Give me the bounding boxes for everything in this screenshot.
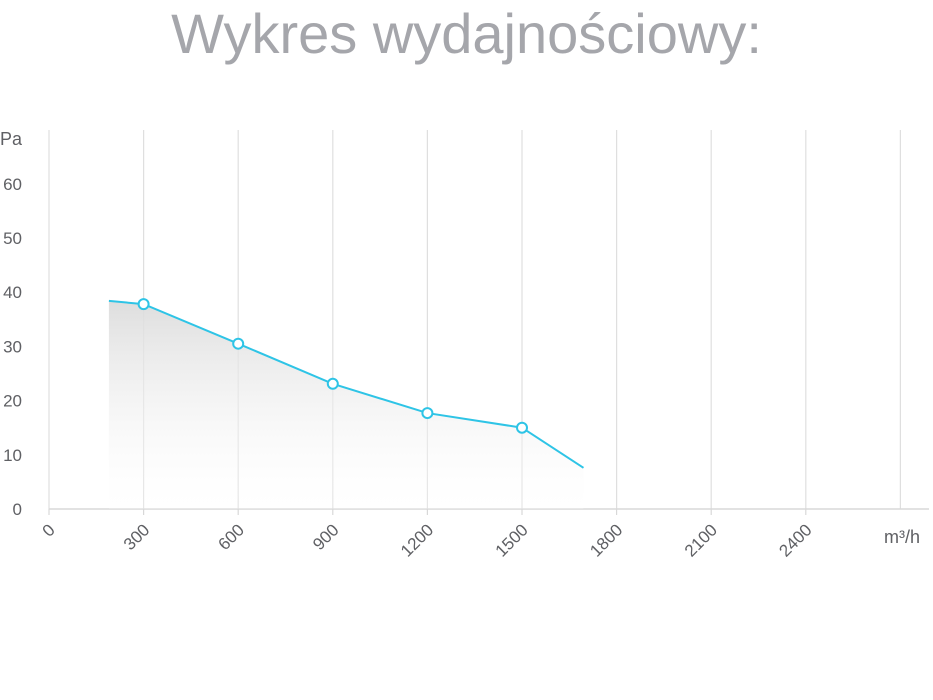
y-tick-label: 20 (3, 392, 22, 411)
x-tick-label: 0 (39, 520, 59, 540)
x-tick-label: 600 (215, 520, 248, 553)
x-axis-label: m³/h (884, 527, 920, 547)
data-point (421, 407, 434, 420)
chart-title: Wykres wydajnościowy: (171, 2, 762, 65)
y-tick-label: 0 (13, 500, 22, 519)
y-tick-label: 30 (3, 337, 22, 356)
x-tick-label: 2100 (681, 520, 721, 560)
y-axis-label: Pa (0, 129, 23, 149)
y-tick-label: 50 (3, 229, 22, 248)
data-point (326, 377, 339, 390)
x-tick-label: 2400 (775, 520, 815, 560)
y-tick-label: 60 (3, 175, 22, 194)
series-area (108, 300, 584, 509)
x-tick-label: 1200 (397, 520, 437, 560)
x-tick-label: 1800 (586, 520, 626, 560)
y-tick-label: 40 (3, 283, 22, 302)
data-point (232, 337, 245, 350)
y-tick-label: 10 (3, 446, 22, 465)
area-fill (108, 300, 584, 509)
axis-labels: 0 10 20 30 40 50 60 Pa 0 300 600 900 1200 1500 1800 210… (0, 129, 920, 561)
x-tick-label: 900 (309, 520, 342, 553)
x-tick-label: 1500 (492, 520, 532, 560)
x-tick-label: 300 (120, 520, 153, 553)
data-point (137, 298, 150, 311)
data-markers (137, 298, 528, 434)
data-point (516, 421, 528, 434)
